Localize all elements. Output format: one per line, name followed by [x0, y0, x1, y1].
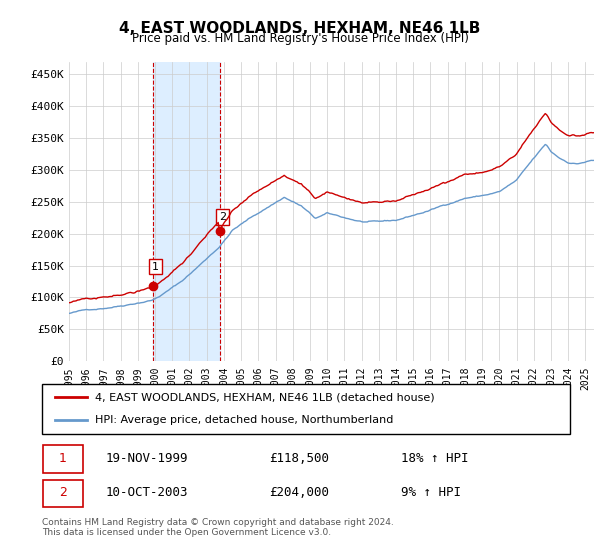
- Text: 10-OCT-2003: 10-OCT-2003: [106, 486, 188, 500]
- Text: 1: 1: [152, 262, 159, 272]
- Text: 4, EAST WOODLANDS, HEXHAM, NE46 1LB (detached house): 4, EAST WOODLANDS, HEXHAM, NE46 1LB (det…: [95, 392, 434, 402]
- Text: 9% ↑ HPI: 9% ↑ HPI: [401, 486, 461, 500]
- Text: 2: 2: [59, 486, 67, 500]
- Text: 2: 2: [219, 212, 226, 222]
- Text: £118,500: £118,500: [269, 452, 329, 465]
- Text: 19-NOV-1999: 19-NOV-1999: [106, 452, 188, 465]
- Text: £204,000: £204,000: [269, 486, 329, 500]
- Text: Price paid vs. HM Land Registry's House Price Index (HPI): Price paid vs. HM Land Registry's House …: [131, 32, 469, 45]
- Text: 18% ↑ HPI: 18% ↑ HPI: [401, 452, 469, 465]
- FancyBboxPatch shape: [43, 479, 83, 507]
- Bar: [153, 62, 220, 361]
- Text: 4, EAST WOODLANDS, HEXHAM, NE46 1LB: 4, EAST WOODLANDS, HEXHAM, NE46 1LB: [119, 21, 481, 36]
- FancyBboxPatch shape: [42, 384, 570, 434]
- FancyBboxPatch shape: [43, 445, 83, 473]
- Text: 1: 1: [59, 452, 67, 465]
- Text: Contains HM Land Registry data © Crown copyright and database right 2024.
This d: Contains HM Land Registry data © Crown c…: [42, 518, 394, 538]
- Text: HPI: Average price, detached house, Northumberland: HPI: Average price, detached house, Nort…: [95, 416, 393, 426]
